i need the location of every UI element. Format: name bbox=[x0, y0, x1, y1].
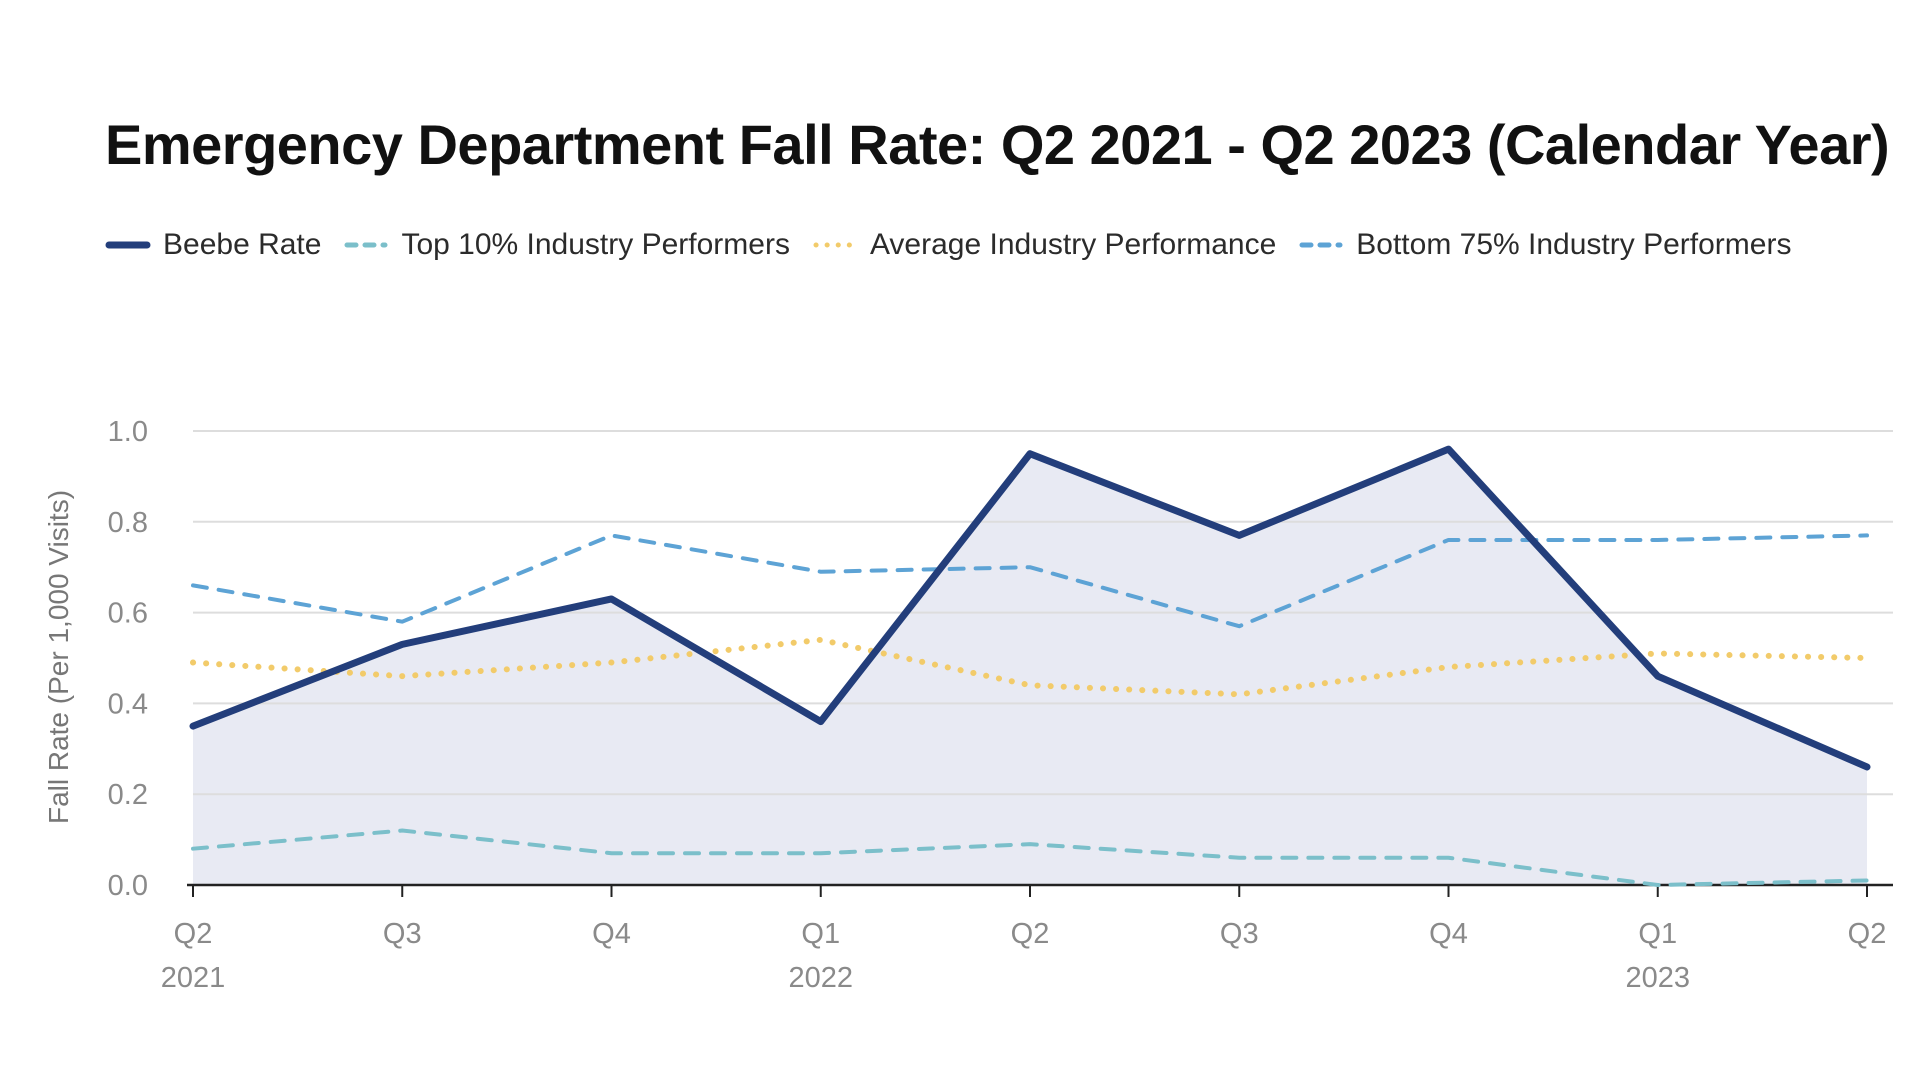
x-tick-label: Q1 bbox=[1638, 918, 1677, 950]
legend-item-4[interactable]: Bottom 75% Industry Performers bbox=[1298, 228, 1791, 262]
legend-swatch-3 bbox=[813, 242, 857, 248]
series-line-3 bbox=[190, 636, 1870, 698]
legend-item-2[interactable]: Top 10% Industry Performers bbox=[343, 228, 790, 262]
x-tick-year-label: 2021 bbox=[161, 962, 226, 994]
legend-item-3[interactable]: Average Industry Performance bbox=[812, 228, 1276, 262]
x-tick-year-label: 2022 bbox=[788, 962, 853, 994]
legend-swatch-2 bbox=[344, 242, 388, 248]
x-tick-label: Q2 bbox=[174, 918, 213, 950]
y-tick-label: 0.6 bbox=[108, 598, 148, 630]
y-tick-label: 0.4 bbox=[108, 688, 148, 720]
x-tick-label: Q1 bbox=[801, 918, 840, 950]
legend-label-4: Bottom 75% Industry Performers bbox=[1356, 228, 1792, 261]
legend-label-3: Average Industry Performance bbox=[869, 228, 1277, 261]
series-line-2 bbox=[191, 828, 1869, 887]
x-tick-label: Q4 bbox=[1429, 918, 1468, 950]
series-line-4 bbox=[191, 533, 1869, 629]
x-tick-label: Q4 bbox=[592, 918, 631, 950]
x-tick-year-label: 2023 bbox=[1625, 962, 1690, 994]
legend-swatch-4 bbox=[1299, 242, 1343, 248]
legend-swatch-1 bbox=[105, 241, 151, 249]
y-tick-label: 0.8 bbox=[108, 507, 148, 539]
area-fill bbox=[193, 449, 1867, 885]
y-tick-label: 0.2 bbox=[108, 779, 148, 811]
x-tick-label: Q2 bbox=[1011, 918, 1050, 950]
y-tick-label: 0.0 bbox=[108, 870, 148, 902]
series-line-1 bbox=[189, 445, 1871, 771]
x-tick-label: Q3 bbox=[1220, 918, 1259, 950]
legend: Beebe Rate Top 10% Industry Performers Ave… bbox=[105, 228, 1813, 262]
chart-title: Emergency Department Fall Rate: Q2 2021 … bbox=[105, 113, 1890, 176]
x-tick-label: Q3 bbox=[383, 918, 422, 950]
legend-label-2: Top 10% Industry Performers bbox=[401, 228, 790, 261]
y-axis-title: Fall Rate (Per 1,000 Visits) bbox=[43, 490, 74, 824]
legend-item-1[interactable]: Beebe Rate bbox=[105, 228, 321, 262]
legend-label-1: Beebe Rate bbox=[163, 228, 322, 261]
y-tick-label: 1.0 bbox=[108, 416, 148, 448]
x-tick-label: Q2 bbox=[1848, 918, 1887, 950]
